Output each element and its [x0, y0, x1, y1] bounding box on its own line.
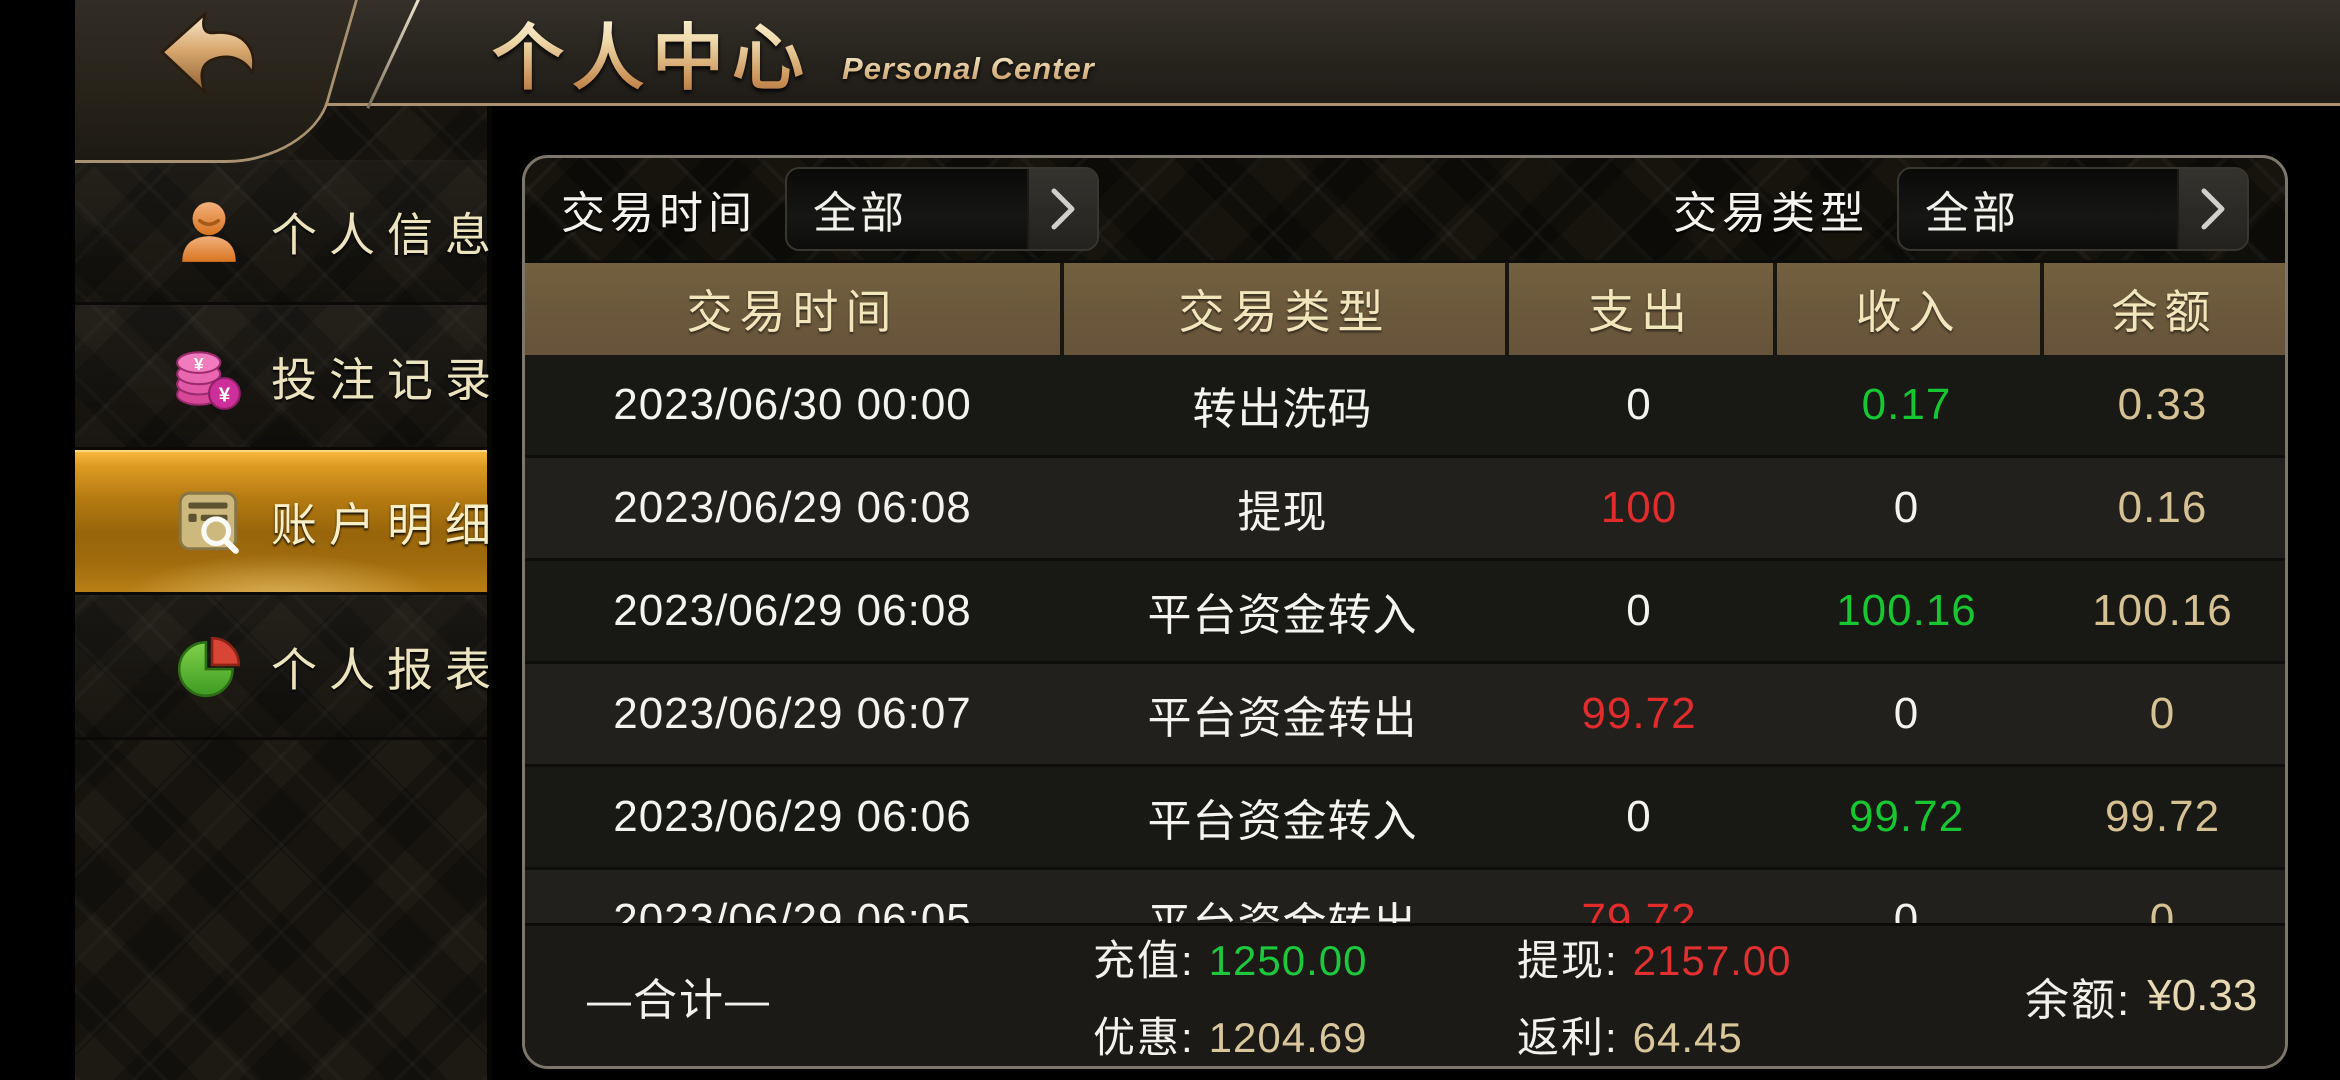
summary-balance: 余额: ¥0.33 [2025, 926, 2257, 1066]
filter-time-label: 交易时间 [561, 189, 757, 238]
cell-expense: 100 [1600, 483, 1678, 532]
cell-time: 2023/06/29 06:08 [613, 483, 972, 532]
recharge-label: 充值: [1093, 937, 1195, 984]
balance-value: ¥0.33 [2147, 971, 2258, 1020]
cell-type: 平台资金转入 [1147, 591, 1418, 640]
svg-text:¥: ¥ [194, 354, 204, 374]
sidebar-item-label: 投注记录 [271, 354, 503, 406]
cell-type: 平台资金转入 [1147, 797, 1418, 846]
document-search-icon [173, 486, 245, 558]
sidebar-item-personal-report[interactable]: 个人报表 [75, 595, 491, 740]
chevron-right-icon [2177, 169, 2247, 249]
cell-income: 99.72 [1848, 792, 1965, 841]
cell-time: 2023/06/29 06:06 [613, 792, 972, 841]
filter-time-dropdown[interactable]: 全部 [785, 167, 1099, 251]
filter-time-value: 全部 [813, 189, 907, 238]
page-title: 个人中心 [492, 0, 812, 104]
cell-income: 0.17 [1861, 380, 1952, 429]
column-header-income: 收入 [1773, 263, 2040, 355]
back-button[interactable] [140, 8, 280, 100]
cell-balance: 100.16 [2092, 586, 2233, 635]
cell-type: 平台资金转出 [1147, 694, 1418, 743]
column-header-type: 交易类型 [1060, 263, 1505, 355]
person-icon [173, 196, 245, 268]
cell-income: 0 [1893, 483, 1920, 532]
chevron-right-icon [1027, 169, 1097, 249]
cell-balance: 99.72 [2104, 792, 2221, 841]
table-row: 2023/06/30 00:00 转出洗码 0 0.17 0.33 [525, 355, 2285, 455]
column-header-expense: 支出 [1505, 263, 1773, 355]
table-body[interactable]: 2023/06/30 00:00 转出洗码 0 0.17 0.33 2023/0… [525, 355, 2285, 927]
left-black-strip [0, 0, 75, 1080]
column-header-time: 交易时间 [686, 286, 899, 338]
table-row: 2023/06/29 06:05 平台资金转出 79.72 0 0 [525, 867, 2285, 927]
cell-time: 2023/06/29 06:05 [613, 895, 972, 927]
cell-balance: 0 [2149, 689, 2176, 738]
page-subtitle: Personal Center [842, 50, 1095, 86]
coins-icon: ¥ ¥ [173, 341, 245, 413]
header-bar [0, 0, 2340, 106]
cell-balance: 0.16 [2117, 483, 2208, 532]
sidebar-item-personal-info[interactable]: 个人信息 [75, 160, 491, 305]
sidebar-item-account-details[interactable]: 账户明细 [75, 450, 491, 595]
table-row: 2023/06/29 06:08 平台资金转入 0 100.16 100.16 [525, 558, 2285, 661]
cell-income: 0 [1893, 689, 1920, 738]
balance-label: 余额: [2025, 976, 2132, 1025]
total-label: —合计— [587, 976, 771, 1025]
column-header-balance: 余额 [2040, 263, 2285, 355]
sidebar-item-bet-records[interactable]: ¥ ¥ 投注记录 [75, 305, 491, 450]
rebate-label: 返利: [1517, 1014, 1619, 1061]
summary-rebate: 返利: 64.45 [1517, 1004, 1792, 1065]
cell-expense: 79.72 [1581, 895, 1697, 927]
cell-balance: 0 [2149, 895, 2176, 927]
discount-value: 1204.69 [1208, 1014, 1368, 1061]
summary-withdraw: 提现: 2157.00 [1517, 927, 1792, 988]
cell-expense: 0 [1626, 380, 1652, 429]
cell-time: 2023/06/29 06:08 [613, 586, 972, 635]
table-row: 2023/06/29 06:07 平台资金转出 99.72 0 0 [525, 661, 2285, 764]
filter-type-value: 全部 [1925, 189, 2019, 238]
table-header: 交易时间 交易类型 支出 收入 余额 [525, 260, 2285, 355]
cell-balance: 0.33 [2117, 380, 2208, 429]
recharge-value: 1250.00 [1208, 937, 1368, 984]
sidebar: 个人信息 ¥ ¥ 投注记录 [75, 103, 492, 1080]
withdraw-value: 2157.00 [1632, 937, 1792, 984]
pie-chart-icon [173, 631, 245, 703]
cell-type: 转出洗码 [1192, 385, 1373, 434]
withdraw-label: 提现: [1517, 937, 1619, 984]
sidebar-item-label: 个人信息 [271, 209, 503, 261]
account-details-panel: 交易时间 全部 交易类型 全部 交易时间 [522, 155, 2288, 1069]
back-arrow-icon [140, 12, 280, 104]
filter-bar: 交易时间 全部 交易类型 全部 [525, 158, 2285, 260]
table-row: 2023/06/29 06:06 平台资金转入 0 99.72 99.72 [525, 764, 2285, 867]
summary-recharge: 充值: 1250.00 [1093, 927, 1368, 988]
filter-type-label: 交易类型 [1673, 189, 1869, 238]
cell-type: 平台资金转出 [1147, 900, 1418, 927]
summary-bar: —合计— 充值: 1250.00 优惠: 1204.69 提现: 2157.00… [525, 923, 2285, 1066]
cell-expense: 99.72 [1581, 689, 1697, 738]
cell-expense: 0 [1626, 586, 1652, 635]
cell-income: 100.16 [1836, 586, 1977, 635]
summary-discount: 优惠: 1204.69 [1093, 1004, 1368, 1065]
cell-income: 0 [1893, 895, 1920, 927]
table-row: 2023/06/29 06:08 提现 100 0 0.16 [525, 455, 2285, 558]
sidebar-item-label: 账户明细 [271, 499, 503, 551]
cell-type: 提现 [1237, 488, 1328, 537]
filter-type-dropdown[interactable]: 全部 [1897, 167, 2249, 251]
svg-text:¥: ¥ [219, 384, 231, 407]
rebate-value: 64.45 [1632, 1014, 1743, 1061]
sidebar-item-label: 个人报表 [271, 644, 503, 696]
cell-time: 2023/06/29 06:07 [613, 689, 972, 738]
cell-expense: 0 [1626, 792, 1652, 841]
discount-label: 优惠: [1093, 1014, 1195, 1061]
cell-time: 2023/06/30 00:00 [613, 380, 972, 429]
